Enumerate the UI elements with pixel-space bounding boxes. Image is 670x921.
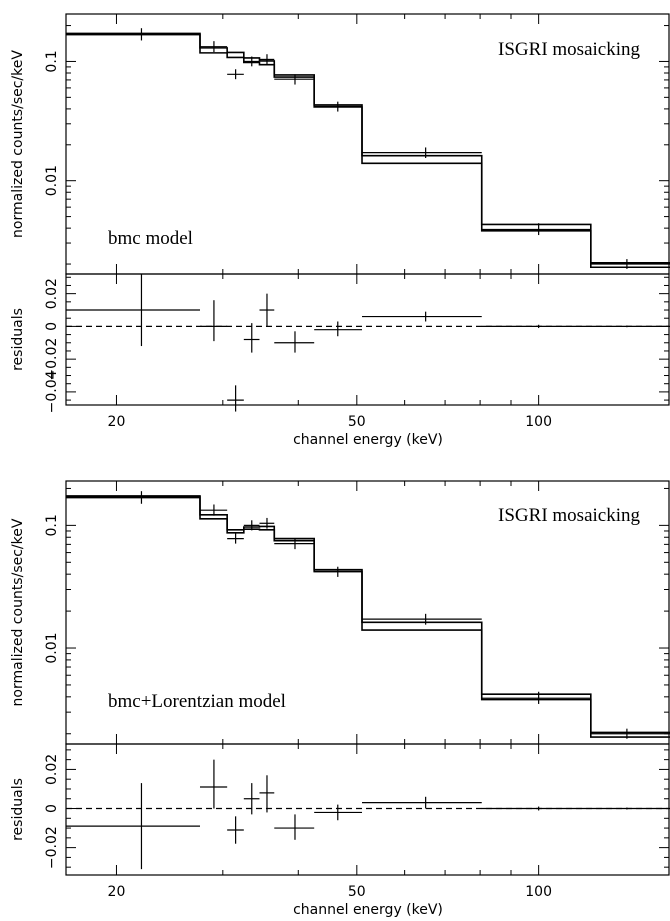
y-tick-label: −0.02 bbox=[44, 338, 60, 381]
data-point bbox=[362, 147, 482, 158]
residual-point bbox=[481, 806, 591, 811]
residual-point bbox=[199, 300, 228, 342]
y-tick-label: 0.01 bbox=[44, 632, 60, 663]
residuals-plot: −0.02 0 0.02 residuals 20 50 100 channel energy… bbox=[10, 743, 670, 918]
x-axis-label: channel energy (keV) bbox=[293, 432, 443, 448]
panel-top: 0.01 0.1 normalized counts/sec/keV ISGRI mo… bbox=[10, 13, 670, 448]
data-point bbox=[362, 613, 482, 625]
data-point bbox=[259, 517, 275, 529]
data-point bbox=[227, 69, 244, 80]
x-tick-label: 100 bbox=[525, 414, 552, 430]
data-point bbox=[481, 223, 591, 236]
model-curve bbox=[66, 496, 670, 738]
residuals-frame bbox=[65, 743, 670, 876]
annotation: bmc model bbox=[108, 228, 193, 249]
y-axis-label: normalized counts/sec/keV bbox=[10, 50, 26, 238]
residual-point bbox=[590, 807, 670, 810]
residuals-plot: −0.04−0.02 0 0.02 residuals 20 50 100 channel e… bbox=[10, 273, 670, 448]
data-point bbox=[199, 41, 228, 53]
y-tick-label: 0 bbox=[44, 322, 60, 331]
y-tick-label: −0.04 bbox=[44, 370, 60, 413]
residual-point bbox=[362, 311, 482, 322]
x-tick-label: 50 bbox=[348, 884, 366, 900]
x-tick-label: 50 bbox=[348, 414, 366, 430]
residual-point bbox=[227, 385, 244, 412]
y-axis-label: normalized counts/sec/keV bbox=[10, 518, 26, 706]
residual-point bbox=[259, 293, 275, 327]
residuals-frame bbox=[65, 273, 670, 406]
residual-point bbox=[243, 783, 260, 815]
data-point bbox=[590, 259, 670, 269]
residual-point bbox=[259, 775, 275, 813]
y-tick-label: 0.02 bbox=[44, 754, 60, 785]
data-point bbox=[259, 54, 275, 65]
y-tick-label: −0.02 bbox=[44, 826, 60, 869]
data-point bbox=[274, 538, 315, 550]
residual-point bbox=[314, 804, 363, 821]
residual-point bbox=[227, 816, 244, 844]
data-point bbox=[314, 566, 363, 577]
data-point bbox=[243, 56, 260, 67]
residual-point bbox=[314, 321, 363, 337]
annotation: ISGRI mosaicking bbox=[498, 39, 640, 60]
x-tick-label: 20 bbox=[108, 414, 126, 430]
y-tick-label: 0 bbox=[44, 804, 60, 813]
y-tick-label: 0.1 bbox=[44, 50, 60, 72]
x-tick-label: 100 bbox=[525, 884, 552, 900]
data-point bbox=[590, 728, 670, 739]
y-axis-label: residuals bbox=[10, 308, 26, 371]
data-point bbox=[481, 691, 591, 704]
residual-point bbox=[590, 325, 670, 328]
y-tick-label: 0.02 bbox=[44, 278, 60, 309]
y-tick-label: 0.01 bbox=[44, 165, 60, 196]
data-point bbox=[243, 520, 260, 531]
annotation: bmc+Lorentzian model bbox=[108, 691, 286, 712]
residual-point bbox=[481, 324, 591, 329]
residual-point bbox=[274, 331, 315, 353]
data-point bbox=[274, 74, 315, 85]
panel-bottom: 0.01 0.1 normalized counts/sec/keV ISGRI mo… bbox=[10, 480, 670, 918]
data-point bbox=[66, 491, 200, 504]
spectrum-plot: 0.01 0.1 normalized counts/sec/keV ISGRI mo… bbox=[10, 13, 670, 275]
x-axis-label: channel energy (keV) bbox=[293, 902, 443, 918]
data-point bbox=[314, 101, 363, 112]
y-axis-label: residuals bbox=[10, 778, 26, 841]
annotation: ISGRI mosaicking bbox=[498, 505, 640, 526]
residual-point bbox=[199, 759, 228, 809]
y-tick-label: 0.1 bbox=[44, 514, 60, 536]
data-point bbox=[66, 28, 200, 41]
spectrum-plot: 0.01 0.1 normalized counts/sec/keV ISGRI mo… bbox=[10, 480, 670, 745]
residual-point bbox=[274, 814, 315, 840]
residual-point bbox=[243, 323, 260, 353]
x-tick-label: 20 bbox=[108, 884, 126, 900]
residual-point bbox=[66, 274, 200, 347]
data-point bbox=[199, 504, 228, 516]
residual-point bbox=[66, 783, 200, 870]
residual-point bbox=[362, 796, 482, 809]
data-point bbox=[227, 533, 244, 544]
model-curve bbox=[66, 33, 670, 269]
